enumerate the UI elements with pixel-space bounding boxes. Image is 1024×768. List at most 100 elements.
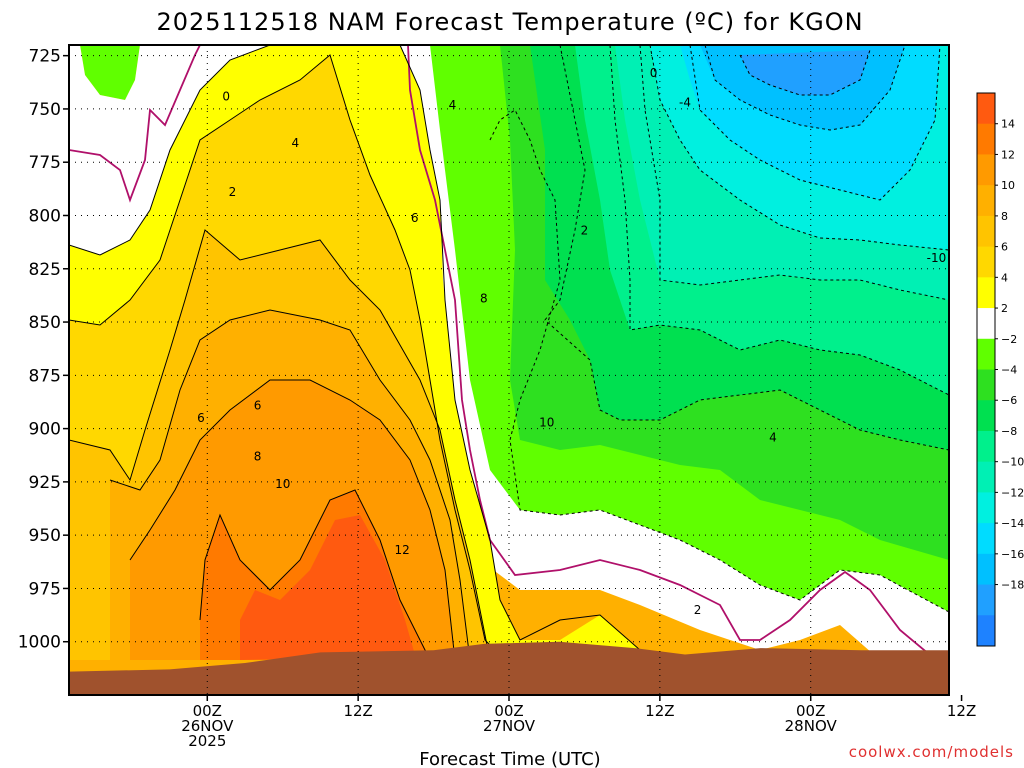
x-axis-ticks: 00Z26NOV202512Z00Z27NOV12Z00Z28NOV12Z00Z…	[181, 695, 976, 750]
colorbar-label: −18	[1001, 579, 1024, 592]
contour-label: 2	[581, 224, 589, 238]
contour-label: 0	[222, 89, 230, 103]
contour-label: 6	[411, 211, 419, 225]
x-tick-label: 00Z	[494, 702, 523, 720]
y-tick-label: 775	[29, 153, 61, 173]
colorbar-label: 10	[1001, 179, 1015, 192]
y-tick-label: 900	[29, 420, 61, 440]
contour-plus-2-line	[69, 45, 271, 256]
contour-zero-line	[407, 45, 949, 663]
y-tick-label: 750	[29, 100, 61, 120]
colorbar-label: −12	[1001, 486, 1024, 499]
colorbar-swatch	[977, 430, 995, 463]
x-tick-label: 12Z	[645, 702, 674, 720]
contour-plus-8-line	[109, 309, 471, 661]
contour-plus-2-line	[399, 45, 641, 651]
dotted-grid	[69, 45, 949, 695]
colorbar-label: −6	[1001, 394, 1017, 407]
plot-area: 000222244466688101012-4-4-8-10-12-14-16	[69, 45, 949, 695]
contour-minus-6-line	[544, 45, 949, 451]
colorbar-swatch	[977, 277, 995, 309]
contour-label: 10	[275, 477, 290, 491]
contour-label: 8	[254, 449, 262, 463]
contour-label: 2	[694, 603, 702, 617]
y-tick-label: 975	[29, 579, 61, 599]
colorbar-label: 2	[1001, 302, 1008, 315]
contour-label: 0	[650, 66, 658, 80]
colorbar-swatch	[977, 154, 995, 186]
y-tick-label: 950	[29, 526, 61, 546]
chart-title: 2025112518 NAM Forecast Temperature (ºC)…	[156, 8, 863, 36]
region-plus-12-core	[240, 515, 415, 660]
colorbar-swatch	[977, 461, 995, 493]
colorbar-swatch	[977, 308, 995, 340]
colorbar-swatch	[977, 338, 995, 370]
x-tick-label: 2025	[188, 732, 226, 750]
colorbar-swatch	[977, 369, 995, 401]
contour-label: 2	[229, 185, 237, 199]
contour-zero-line	[69, 45, 201, 203]
y-tick-label: 925	[29, 473, 61, 493]
contour-plus-10-line	[129, 379, 456, 661]
colorbar-swatch	[977, 492, 995, 524]
y-tick-label: 850	[29, 313, 61, 333]
contour-plus-4-line	[69, 54, 506, 661]
contour-minus-18-line	[739, 49, 871, 96]
contour-label: 4	[291, 136, 299, 150]
colorbar-swatch	[977, 215, 995, 248]
contour-minus-16-line	[704, 45, 906, 131]
colorbar-swatch	[977, 185, 995, 217]
x-tick-label: 12Z	[343, 702, 372, 720]
y-tick-label: 800	[29, 206, 61, 226]
y-tick-label: 1000	[18, 633, 61, 653]
x-tick-label: 26NOV	[181, 717, 234, 735]
credit-text: coolwx.com/models	[849, 743, 1014, 761]
colorbar-swatch	[977, 523, 995, 555]
colorbar-label: 6	[1001, 241, 1008, 254]
contour-minus-12-line	[649, 45, 949, 251]
colorbar-swatch	[977, 400, 995, 432]
x-tick-label: 12Z	[947, 702, 976, 720]
colorbar-label: −10	[1001, 456, 1024, 469]
colorbar-label: 4	[1001, 271, 1008, 284]
contour-lines	[69, 45, 949, 663]
contour-label: 10	[539, 415, 554, 429]
colorbar-label: −4	[1001, 364, 1017, 377]
x-axis-title: Forecast Time (UTC)	[419, 749, 600, 768]
colorbar-label: −2	[1001, 333, 1017, 346]
colorbar-swatch	[977, 123, 995, 155]
contour-plus-6-line	[69, 229, 491, 661]
colorbar-label: −8	[1001, 425, 1017, 438]
contour-labels: 000222244466688101012-4-4-8-10-12-14-16	[197, 66, 947, 617]
contour-label: 4	[449, 98, 457, 112]
contour-minus-14-line	[689, 45, 941, 201]
contour-plus-12-line	[199, 489, 431, 661]
contour-label: 12	[395, 543, 410, 557]
colorbar-label: 14	[1001, 118, 1015, 131]
y-axis-ticks: 725 750 775 800 825 850 875 900 925 950 975 1000	[18, 47, 69, 653]
contour-label: 4	[769, 430, 777, 444]
contour-minus-8-line	[609, 45, 949, 396]
x-tick-label: 00Z	[193, 702, 222, 720]
colorbar-label: −14	[1001, 517, 1024, 530]
contour-label: -10	[927, 251, 947, 265]
colorbar-label: 8	[1001, 210, 1008, 223]
colorbar-swatch	[977, 246, 995, 278]
x-tick-label: 00Z	[796, 702, 825, 720]
colorbar-label: 12	[1001, 148, 1015, 161]
ground-terrain	[69, 641, 949, 695]
contour-minus-4-line	[489, 109, 949, 613]
colorbar-swatch	[977, 584, 995, 616]
x-tick-label: 28NOV	[785, 717, 838, 735]
region-minus-4-top-left	[80, 45, 140, 100]
contour-label: 8	[480, 292, 488, 306]
contour-label: -4	[679, 96, 691, 110]
y-tick-label: 825	[29, 260, 61, 280]
y-tick-label: 875	[29, 366, 61, 386]
colorbar-swatch	[977, 553, 995, 586]
colorbar-swatch	[977, 615, 995, 647]
colorbar-label: −16	[1001, 548, 1024, 561]
contour-minus-10-line	[639, 45, 949, 301]
x-tick-label: 27NOV	[483, 717, 536, 735]
